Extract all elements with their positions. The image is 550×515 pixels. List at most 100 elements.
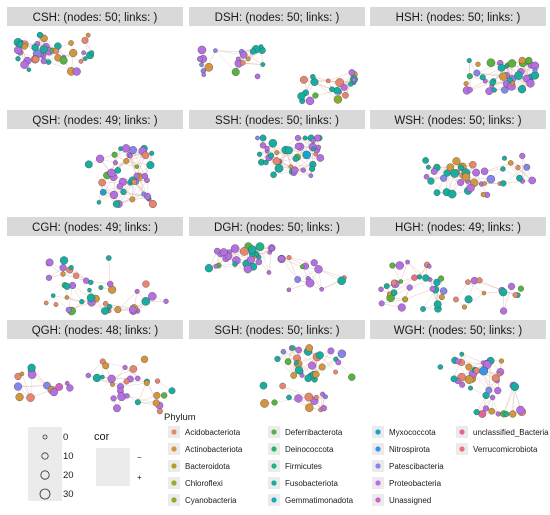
network-link (56, 50, 82, 62)
network-node (472, 168, 480, 177)
network-node (102, 362, 110, 370)
network-node (45, 59, 52, 65)
network-node (269, 245, 275, 251)
network-panel-4: QSH: (nodes: 49; links: ) (7, 110, 183, 208)
network-link (113, 193, 144, 196)
network-node (420, 306, 426, 312)
network-node (507, 160, 514, 166)
network-node (260, 62, 266, 67)
network-node (279, 382, 286, 390)
network-node (305, 278, 315, 288)
network-node (160, 392, 168, 399)
phylum-key-dot-3 (171, 480, 177, 486)
network-node (110, 395, 117, 402)
network-node (482, 78, 488, 84)
network-node (510, 80, 515, 86)
phylum-key-label-2: Bacteroidota (185, 462, 230, 471)
network-node (481, 290, 487, 296)
network-node (501, 155, 507, 161)
network-link (400, 261, 408, 282)
network-node (60, 271, 66, 277)
network-node (473, 409, 480, 416)
network-link (464, 292, 485, 308)
network-node (59, 256, 69, 265)
network-node (515, 165, 521, 171)
network-node (488, 407, 495, 415)
network-node (351, 77, 357, 83)
network-node (475, 61, 481, 67)
network-node (461, 304, 468, 310)
network-link (292, 347, 294, 376)
network-node (59, 264, 67, 272)
network-node (500, 166, 506, 172)
network-node (311, 146, 316, 152)
network-node (133, 172, 140, 179)
network-node (124, 393, 130, 399)
network-node (337, 349, 347, 358)
network-node (305, 96, 315, 106)
network-link (124, 367, 138, 379)
network-node (429, 285, 436, 292)
network-node (114, 306, 122, 314)
phylum-key-dot-16 (459, 446, 465, 452)
cor-label-negative: − (137, 453, 142, 462)
network-link (305, 265, 322, 290)
network-link (407, 261, 420, 278)
network-node (498, 358, 505, 364)
network-link (96, 377, 121, 387)
network-panel-5: SSH: (nodes: 50; links: ) (189, 110, 365, 179)
network-node (247, 245, 257, 254)
network-node (204, 264, 214, 273)
network-link (242, 50, 263, 64)
network-node (88, 279, 94, 286)
network-node (82, 56, 88, 62)
network-node (55, 383, 64, 391)
network-node (288, 164, 294, 170)
network-node (402, 296, 409, 303)
network-node (112, 200, 121, 208)
network-node (131, 179, 138, 185)
network-node (146, 161, 155, 170)
network-node (390, 279, 398, 286)
network-node (305, 403, 314, 412)
phylum-key-dot-11 (375, 446, 381, 452)
network-node (320, 405, 327, 412)
network-node (254, 251, 259, 257)
network-node (463, 81, 469, 87)
network-node (465, 279, 471, 285)
network-node (267, 152, 275, 159)
panel-title: QSH: (nodes: 49; links: ) (32, 115, 157, 127)
network-node (89, 50, 95, 56)
network-node (327, 347, 335, 355)
network-node (476, 277, 483, 284)
network-node (313, 394, 319, 400)
network-node (197, 56, 203, 62)
panel-title: CGH: (nodes: 49; links: ) (32, 222, 158, 234)
network-node (73, 272, 80, 279)
phylum-key-dot-13 (375, 480, 381, 486)
network-node (96, 200, 102, 205)
network-link (282, 385, 309, 398)
network-node (15, 393, 24, 402)
network-node (406, 284, 413, 291)
network-node (123, 158, 130, 165)
network-link (277, 349, 299, 360)
network-node (286, 287, 292, 293)
phylum-key-dot-9 (271, 497, 277, 503)
network-link (46, 285, 66, 304)
network-link (476, 397, 493, 413)
panel-title: DGH: (nodes: 50; links: ) (214, 222, 340, 234)
network-node (312, 92, 319, 99)
network-node (36, 31, 44, 39)
network-link (503, 180, 533, 184)
network-node (239, 247, 249, 256)
network-link (470, 82, 493, 91)
network-node (459, 381, 466, 388)
network-node (315, 144, 322, 150)
network-node (114, 167, 122, 174)
network-node (446, 163, 455, 172)
network-node (314, 265, 323, 274)
network-node (494, 387, 502, 395)
network-panel-12: WGH: (nodes: 50; links: ) (370, 320, 546, 418)
network-node (486, 174, 496, 184)
